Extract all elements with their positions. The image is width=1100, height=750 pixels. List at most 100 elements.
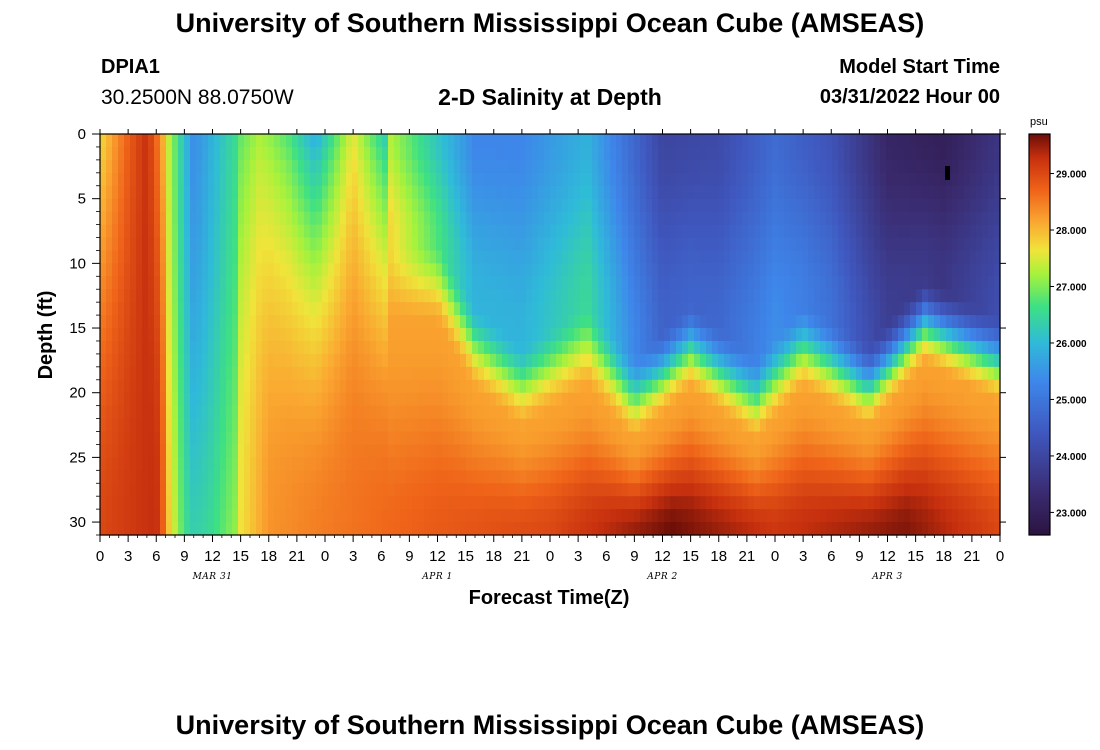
heatmap-cell xyxy=(964,522,971,536)
heatmap-cell xyxy=(358,483,365,497)
heatmap-cell xyxy=(826,392,833,407)
heatmap-cell xyxy=(880,328,887,342)
heatmap-cell xyxy=(448,496,455,510)
heatmap-cell xyxy=(784,522,791,536)
heatmap-cell xyxy=(712,431,719,446)
heatmap-cell xyxy=(526,379,533,394)
heatmap-cell xyxy=(526,224,533,239)
heatmap-cell xyxy=(208,470,215,484)
heatmap-cell xyxy=(472,379,479,394)
heatmap-cell xyxy=(994,159,1001,174)
heatmap-cell xyxy=(850,483,857,497)
heatmap-cell xyxy=(448,328,455,342)
heatmap-cell xyxy=(880,483,887,497)
heatmap-cell xyxy=(472,366,479,381)
heatmap-cell xyxy=(412,431,419,446)
heatmap-cell xyxy=(316,315,323,329)
heatmap-cell xyxy=(238,289,245,303)
heatmap-cell xyxy=(508,172,515,187)
heatmap-cell xyxy=(166,366,173,381)
heatmap-cell xyxy=(340,444,347,458)
heatmap-cell xyxy=(706,172,713,187)
heatmap-cell xyxy=(556,224,563,239)
heatmap-cell xyxy=(118,392,125,407)
heatmap-cell xyxy=(718,198,725,213)
heatmap-cell xyxy=(634,263,641,277)
heatmap-cell xyxy=(694,328,701,342)
heatmap-cell xyxy=(340,431,347,446)
heatmap-cell xyxy=(856,302,863,316)
heatmap-cell xyxy=(880,509,887,523)
heatmap-cell xyxy=(760,328,767,342)
heatmap-cell xyxy=(964,237,971,252)
heatmap-cell xyxy=(142,198,149,213)
heatmap-cell xyxy=(826,263,833,277)
heatmap-cell xyxy=(754,392,761,407)
heatmap-cell xyxy=(526,198,533,213)
heatmap-cell xyxy=(778,172,785,187)
heatmap-cell xyxy=(388,496,395,510)
heatmap-cell xyxy=(712,457,719,471)
heatmap-cell xyxy=(166,509,173,523)
heatmap-cell xyxy=(718,457,725,471)
heatmap-cell xyxy=(208,159,215,174)
heatmap-cell xyxy=(676,302,683,316)
heatmap-cell xyxy=(148,263,155,277)
heatmap-cell xyxy=(268,340,275,355)
heatmap-cell xyxy=(640,289,647,303)
heatmap-cell xyxy=(436,237,443,252)
y-tick-label: 5 xyxy=(78,191,86,208)
heatmap-cell xyxy=(562,250,569,264)
heatmap-cell xyxy=(928,405,935,420)
heatmap-cell xyxy=(724,302,731,316)
heatmap-cell xyxy=(658,431,665,446)
heatmap-cell xyxy=(178,509,185,523)
heatmap-cell xyxy=(892,353,899,368)
heatmap-cell xyxy=(166,302,173,316)
heatmap-cell xyxy=(202,211,209,226)
heatmap-cell xyxy=(562,237,569,252)
heatmap-cell xyxy=(976,353,983,368)
heatmap-cell xyxy=(856,496,863,510)
heatmap-cell xyxy=(136,302,143,316)
heatmap-cell xyxy=(508,392,515,407)
heatmap-cell xyxy=(730,496,737,510)
heatmap-cell xyxy=(664,328,671,342)
heatmap-cell xyxy=(820,172,827,187)
heatmap-cell xyxy=(124,496,131,510)
heatmap-cell xyxy=(130,431,137,446)
heatmap-cell xyxy=(358,276,365,290)
heatmap-cell xyxy=(604,159,611,174)
heatmap-cell xyxy=(748,276,755,290)
heatmap-cell xyxy=(616,315,623,329)
heatmap-cell xyxy=(640,146,647,161)
heatmap-cell xyxy=(706,405,713,420)
heatmap-cell xyxy=(844,134,851,148)
heatmap-cell xyxy=(892,276,899,290)
heatmap-cell xyxy=(370,405,377,420)
heatmap-cell xyxy=(214,134,221,148)
heatmap-cell xyxy=(196,431,203,446)
heatmap-cell xyxy=(478,172,485,187)
heatmap-cell xyxy=(274,392,281,407)
heatmap-cell xyxy=(754,366,761,381)
heatmap-cell xyxy=(376,276,383,290)
heatmap-cell xyxy=(358,146,365,161)
heatmap-cell xyxy=(658,250,665,264)
heatmap-cell xyxy=(478,159,485,174)
heatmap-cell xyxy=(160,159,167,174)
heatmap-cell xyxy=(562,405,569,420)
heatmap-cell xyxy=(244,185,251,200)
heatmap-cell xyxy=(730,263,737,277)
heatmap-cell xyxy=(718,431,725,446)
heatmap-cell xyxy=(208,302,215,316)
heatmap-cell xyxy=(298,276,305,290)
heatmap-cell xyxy=(874,134,881,148)
heatmap-cell xyxy=(946,198,953,213)
heatmap-cell xyxy=(454,315,461,329)
heatmap-cell xyxy=(436,496,443,510)
heatmap-cell xyxy=(916,185,923,200)
heatmap-cell xyxy=(604,522,611,536)
heatmap-cell xyxy=(454,509,461,523)
heatmap-cell xyxy=(220,431,227,446)
